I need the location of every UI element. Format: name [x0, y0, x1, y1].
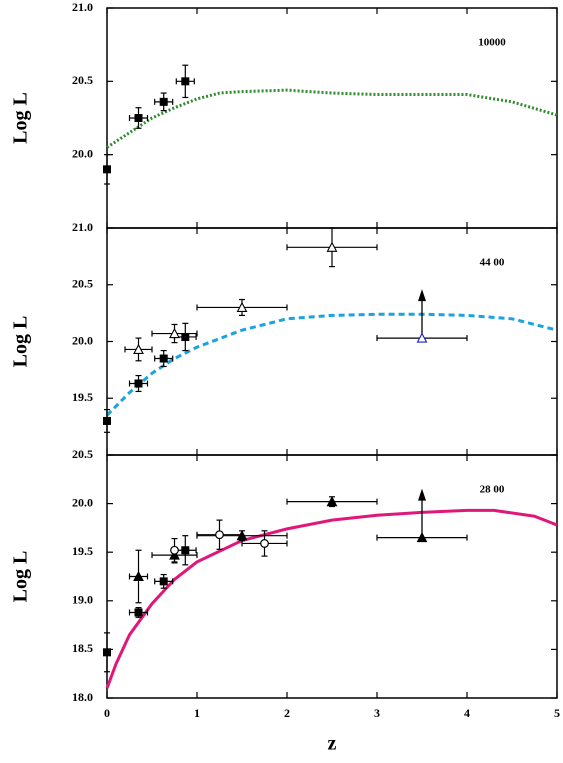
triangle-marker [326, 495, 338, 507]
square-marker [159, 577, 168, 586]
model-curve [105, 508, 558, 689]
model-curve [106, 88, 558, 149]
square-marker [181, 546, 190, 555]
y-tick-label: 20.5 [72, 447, 93, 461]
x-tick-label: 2 [284, 706, 290, 720]
square-marker [103, 648, 111, 657]
y-tick-label: 21.0 [72, 220, 93, 234]
y-tick-label: 18.5 [72, 641, 93, 655]
circle-marker [170, 545, 179, 555]
y-tick-label: 20.5 [72, 73, 93, 87]
y-tick-label: 21.0 [72, 0, 93, 14]
square-marker [159, 354, 168, 363]
panel-annotation: 10000 [478, 37, 506, 49]
limit-arrow-head [418, 289, 426, 302]
triangle-marker [169, 327, 180, 339]
y-tick-label: 20.0 [72, 333, 93, 347]
model-curve [105, 312, 558, 417]
y-tick-label: 19.0 [72, 593, 93, 607]
y-tick-label: 19.5 [72, 390, 93, 404]
x-axis-label: z [328, 733, 337, 755]
plot-frame [106, 454, 558, 699]
triangle-marker [133, 343, 144, 354]
x-tick-label: 5 [554, 706, 560, 720]
square-marker [181, 77, 190, 86]
y-axis-label: Log L [10, 92, 32, 144]
square-marker [181, 332, 190, 341]
x-tick-label: 4 [464, 706, 470, 720]
triangle-marker [326, 241, 338, 252]
y-axis-label: Log L [10, 316, 32, 368]
panel-annotation: 28 00 [480, 484, 505, 496]
y-tick-label: 20.0 [72, 495, 93, 509]
triangle-marker [416, 332, 428, 343]
x-tick-label: 1 [194, 706, 200, 720]
square-marker [159, 97, 168, 106]
triangle-marker [416, 531, 428, 543]
y-tick-label: 20.0 [72, 146, 93, 160]
y-tick-label: 20.5 [72, 277, 93, 291]
square-marker [103, 165, 111, 174]
limit-arrow-head [418, 488, 426, 501]
circle-marker [260, 539, 269, 548]
square-marker [134, 379, 143, 388]
square-marker [103, 416, 111, 425]
circle-marker [215, 530, 224, 540]
square-marker [134, 114, 143, 122]
y-tick-label: 19.5 [72, 544, 93, 558]
x-tick-label: 3 [374, 706, 380, 720]
y-axis-label: Log L [10, 551, 32, 603]
panel-annotation: 44 00 [480, 257, 505, 269]
triangle-marker [133, 570, 144, 582]
triangle-marker [236, 301, 248, 312]
x-tick-label: 0 [104, 706, 110, 720]
y-tick-label: 18.0 [72, 690, 93, 704]
square-marker [134, 608, 143, 617]
